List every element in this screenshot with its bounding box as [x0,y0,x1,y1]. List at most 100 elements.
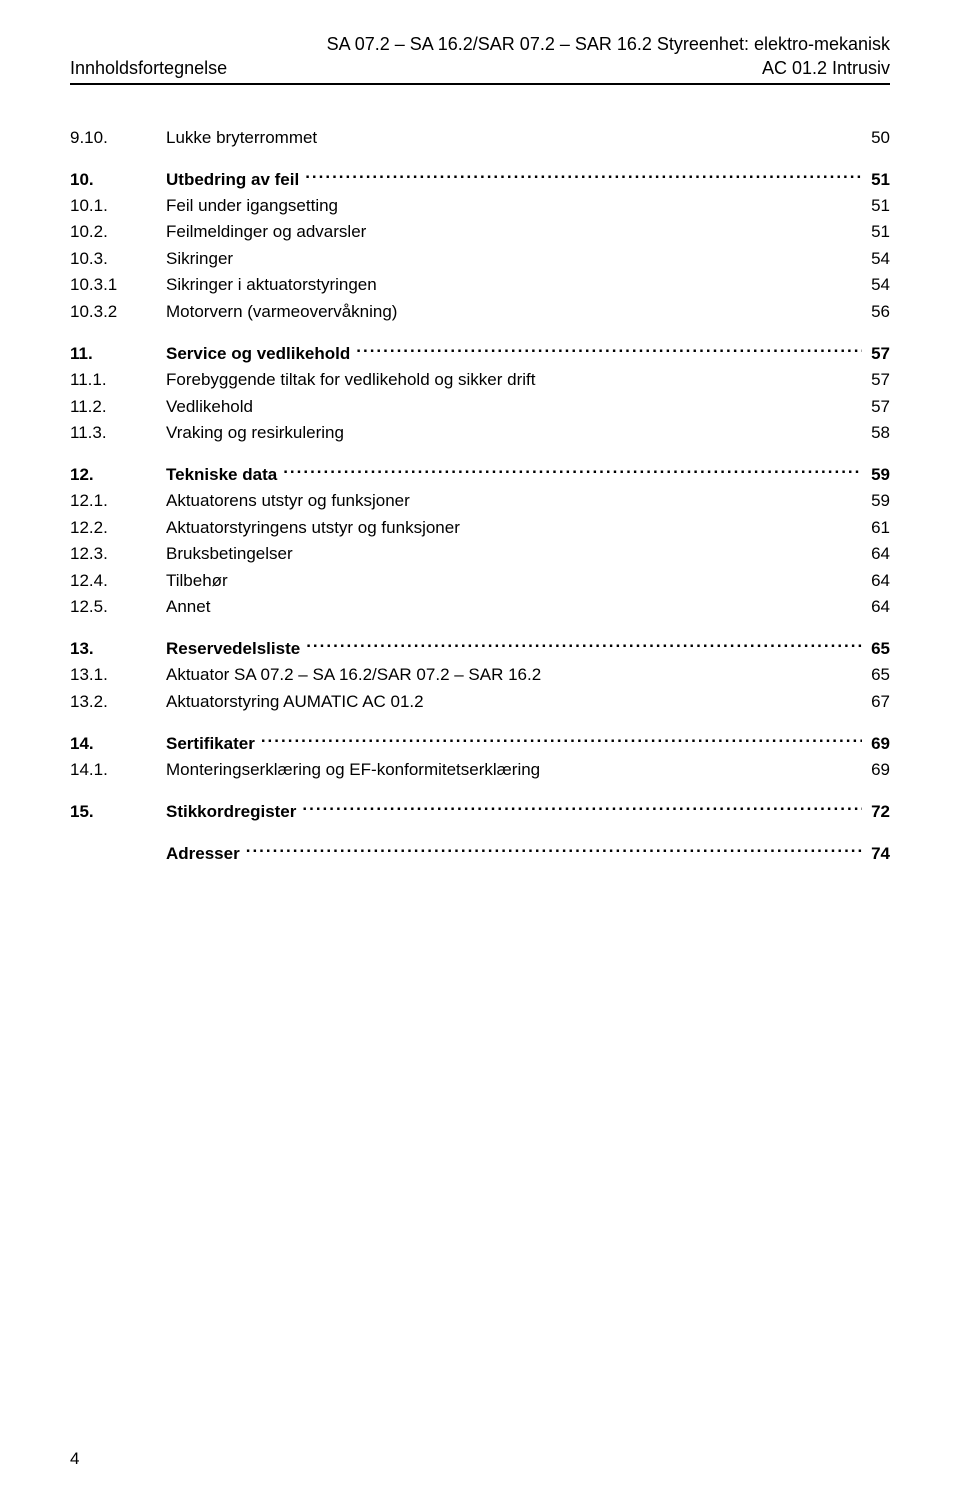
toc-number: 10.2. [70,221,166,244]
toc-page: 64 [862,596,890,619]
header-line-2: Innholdsfortegnelse AC 01.2 Intrusiv [70,56,890,80]
toc-page: 54 [862,274,890,297]
toc-number: 14. [70,733,166,756]
toc-label: Service og vedlikehold [166,343,356,366]
page: SA 07.2 – SA 16.2/SAR 07.2 – SAR 16.2 St… [0,0,960,1505]
toc-label: Monteringserklæring og EF-konformitetser… [166,759,546,782]
toc-row: 12.4.Tilbehør 64 [70,570,890,593]
toc-group: 15.Stikkordregister 72 [70,800,890,824]
toc-row: 14.Sertifikater 69 [70,732,890,756]
toc-page: 57 [862,396,890,419]
header-right-1: SA 07.2 – SA 16.2/SAR 07.2 – SAR 16.2 St… [327,32,890,56]
toc-page: 65 [862,638,890,661]
toc-page: 50 [862,127,890,150]
toc-row: 15.Stikkordregister 72 [70,800,890,824]
toc-number: 10. [70,169,166,192]
toc-row: 12.5.Annet 64 [70,596,890,619]
toc-page: 51 [862,195,890,218]
toc-page: 72 [862,801,890,824]
toc-label: Aktuator SA 07.2 – SA 16.2/SAR 07.2 – SA… [166,664,547,687]
toc-page: 61 [862,517,890,540]
toc-label: Tilbehør [166,570,234,593]
toc-row: 9.10.Lukke bryterrommet 50 [70,127,890,150]
toc-leader-dots [306,637,862,654]
toc-row: 11.2.Vedlikehold57 [70,396,890,419]
toc-label: Annet [166,596,216,619]
toc-leader-dots [356,342,862,359]
header-line-1: SA 07.2 – SA 16.2/SAR 07.2 – SAR 16.2 St… [70,32,890,56]
toc-row: 12.2.Aktuatorstyringens utstyr og funksj… [70,517,890,540]
toc-leader-dots [305,168,862,185]
toc-label: Bruksbetingelser [166,543,299,566]
toc-row: 10.Utbedring av feil 51 [70,168,890,192]
toc-leader-dots [261,732,862,749]
toc-group: 13.Reservedelsliste6513.1.Aktuator SA 07… [70,637,890,714]
toc-row: 11.3.Vraking og resirkulering58 [70,422,890,445]
toc-page: 69 [862,733,890,756]
toc-page: 56 [862,301,890,324]
toc-label: Aktuatorstyring AUMATIC AC 01.2 [166,691,430,714]
toc-row: 10.3.2Motorvern (varmeovervåkning) 56 [70,301,890,324]
toc-page: 69 [862,759,890,782]
toc-row: 11.Service og vedlikehold57 [70,342,890,366]
toc-row: 10.2.Feilmeldinger og advarsler 51 [70,221,890,244]
toc-number: 11.1. [70,369,166,392]
toc-label: Tekniske data [166,464,283,487]
toc-row: 10.1.Feil under igangsetting51 [70,195,890,218]
toc-label: Vedlikehold [166,396,259,419]
toc-label: Aktuatorens utstyr og funksjoner [166,490,416,513]
toc-number: 10.3. [70,248,166,271]
toc-number: 13.2. [70,691,166,714]
toc-leader-dots [283,463,862,480]
toc-page: 64 [862,570,890,593]
toc-number: 12.5. [70,596,166,619]
toc-number: 12.4. [70,570,166,593]
toc-group: Adresser 74 [70,842,890,866]
header-right-2: AC 01.2 Intrusiv [762,56,890,80]
toc-label: Sertifikater [166,733,261,756]
toc-page: 64 [862,543,890,566]
page-number: 4 [70,1449,79,1469]
toc-page: 51 [862,221,890,244]
toc-row: 12.1.Aktuatorens utstyr og funksjoner59 [70,490,890,513]
toc-label: Forebyggende tiltak for vedlikehold og s… [166,369,541,392]
toc-group: 10.Utbedring av feil5110.1.Feil under ig… [70,168,890,324]
toc-row: 11.1.Forebyggende tiltak for vedlikehold… [70,369,890,392]
toc-label: Reservedelsliste [166,638,306,661]
toc-label: Motorvern (varmeovervåkning) [166,301,403,324]
toc-group: 11.Service og vedlikehold57 11.1.Forebygg… [70,342,890,445]
table-of-contents: 9.10.Lukke bryterrommet 50 10.Utbedring av… [70,127,890,867]
toc-label: Feilmeldinger og advarsler [166,221,372,244]
toc-number: 10.3.2 [70,301,166,324]
toc-label: Stikkordregister [166,801,302,824]
toc-label: Vraking og resirkulering [166,422,350,445]
toc-group: 12.Tekniske data5912.1.Aktuatorens utsty… [70,463,890,619]
toc-row: 10.3.1Sikringer i aktuatorstyringen54 [70,274,890,297]
toc-group: 14.Sertifikater 69 14.1.Monteringserklærin… [70,732,890,782]
toc-group: 9.10.Lukke bryterrommet 50 [70,127,890,150]
toc-label: Aktuatorstyringens utstyr og funksjoner [166,517,466,540]
toc-page: 57 [862,369,890,392]
toc-row: 12.3.Bruksbetingelser64 [70,543,890,566]
toc-row: 13.Reservedelsliste65 [70,637,890,661]
toc-number: 9.10. [70,127,166,150]
toc-page: 51 [862,169,890,192]
toc-label: Utbedring av feil [166,169,305,192]
toc-number: 10.3.1 [70,274,166,297]
toc-number: 14.1. [70,759,166,782]
page-header: SA 07.2 – SA 16.2/SAR 07.2 – SAR 16.2 St… [70,32,890,85]
toc-number: 15. [70,801,166,824]
toc-label: Lukke bryterrommet [166,127,323,150]
toc-label: Feil under igangsetting [166,195,344,218]
toc-row: Adresser 74 [70,842,890,866]
header-rule [70,83,890,85]
toc-label: Adresser [166,843,246,866]
toc-page: 67 [862,691,890,714]
toc-number: 13.1. [70,664,166,687]
toc-page: 58 [862,422,890,445]
toc-row: 12.Tekniske data59 [70,463,890,487]
toc-leader-dots [246,842,862,859]
toc-page: 74 [862,843,890,866]
toc-leader-dots [302,800,862,817]
toc-page: 59 [862,490,890,513]
